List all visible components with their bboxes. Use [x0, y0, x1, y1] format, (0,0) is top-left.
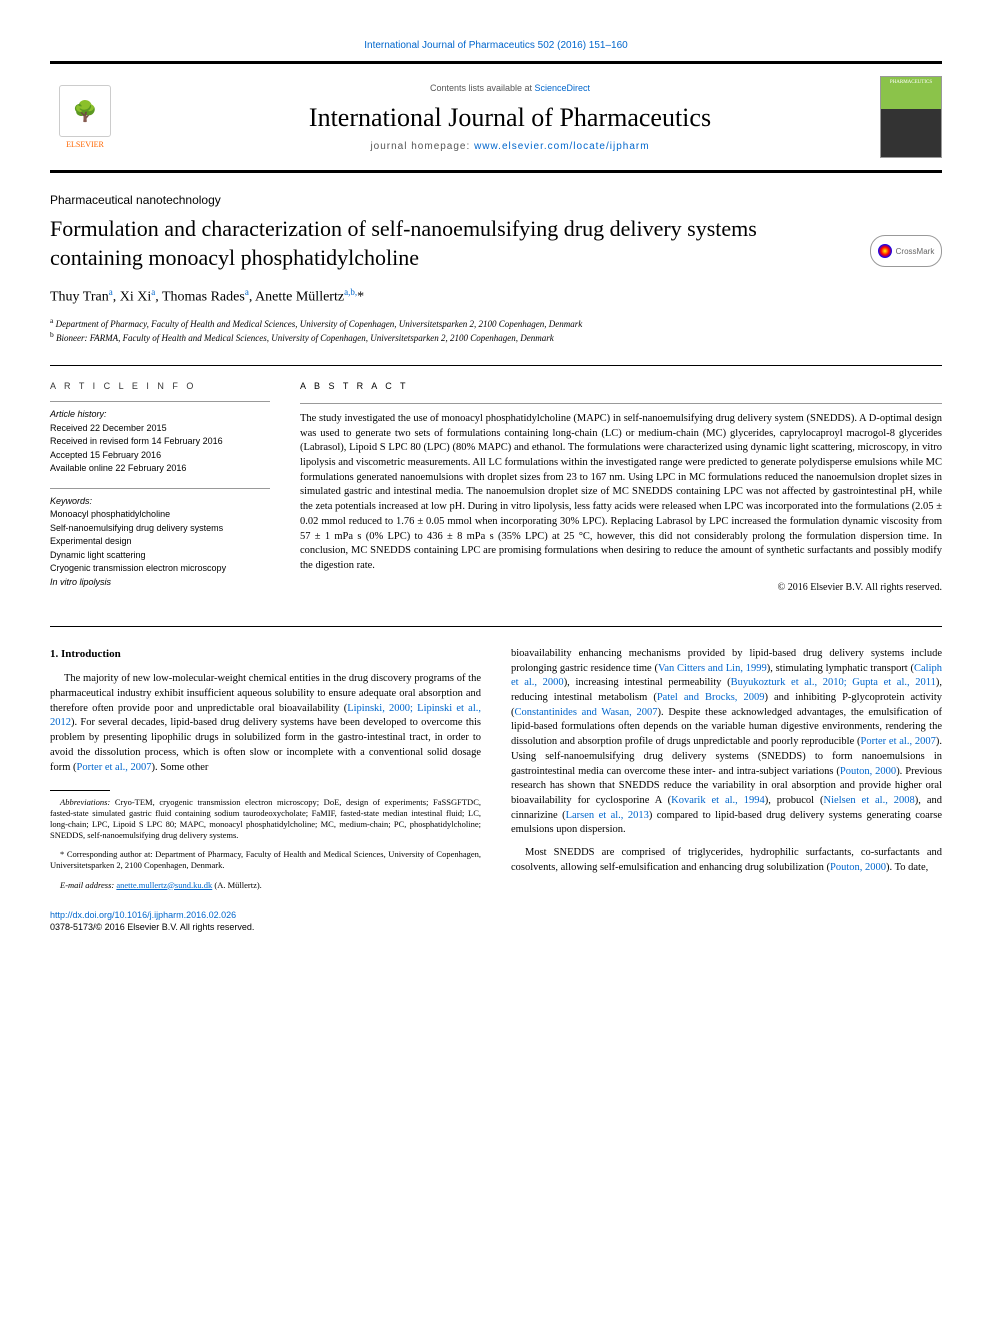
history-received: Received 22 December 2015 [50, 423, 167, 433]
footnote-divider [50, 790, 110, 791]
footnotes: Abbreviations: Cryo-TEM, cryogenic trans… [50, 797, 481, 890]
cite-nielsen[interactable]: Nielsen et al., 2008 [824, 795, 915, 806]
masthead: 🌳 ELSEVIER Contents lists available at S… [50, 61, 942, 173]
corresponding-author-footnote: * Corresponding author at: Department of… [50, 849, 481, 871]
journal-name: International Journal of Pharmaceutics [140, 103, 880, 133]
body-column-right: bioavailability enhancing mechanisms pro… [511, 647, 942, 934]
intro-paragraph-1: The majority of new low-molecular-weight… [50, 672, 481, 775]
abbreviations-footnote: Abbreviations: Cryo-TEM, cryogenic trans… [50, 797, 481, 841]
history-revised: Received in revised form 14 February 201… [50, 436, 223, 446]
article-info-column: A R T I C L E I N F O Article history: R… [50, 381, 270, 601]
authors-line: Thuy Trana, Xi Xia, Thomas Radesa, Anett… [50, 287, 942, 306]
history-online: Available online 22 February 2016 [50, 463, 186, 473]
keyword-5: In vitro lipolysis [50, 577, 111, 587]
history-accepted: Accepted 15 February 2016 [50, 450, 161, 460]
affiliation-a: a Department of Pharmacy, Faculty of Hea… [50, 316, 942, 331]
contents-prefix: Contents lists available at [430, 83, 535, 93]
keywords-block: Keywords: Monoacyl phosphatidylcholine S… [50, 488, 270, 590]
body-columns: 1. Introduction The majority of new low-… [50, 647, 942, 934]
article-title: Formulation and characterization of self… [50, 215, 830, 272]
homepage-line: journal homepage: www.elsevier.com/locat… [140, 141, 880, 152]
abstract-copyright: © 2016 Elsevier B.V. All rights reserved… [300, 582, 942, 593]
crossmark-badge[interactable]: CrossMark [870, 235, 942, 267]
cite-porter[interactable]: Porter et al., 2007 [77, 762, 152, 773]
section-divider [50, 626, 942, 627]
affiliation-b: b Bioneer: FARMA, Faculty of Health and … [50, 330, 942, 345]
elsevier-tree-icon: 🌳 [59, 85, 111, 137]
cite-pouton2[interactable]: Pouton, 2000 [830, 862, 886, 873]
keyword-0: Monoacyl phosphatidylcholine [50, 509, 170, 519]
article-info-header: A R T I C L E I N F O [50, 381, 270, 391]
intro-paragraph-3: Most SNEDDS are comprised of triglycerid… [511, 846, 942, 875]
cite-pouton[interactable]: Pouton, 2000 [840, 766, 896, 777]
cite-vancitters[interactable]: Van Citters and Lin, 1999 [658, 663, 767, 674]
abstract-column: A B S T R A C T The study investigated t… [300, 381, 942, 601]
body-column-left: 1. Introduction The majority of new low-… [50, 647, 481, 934]
keyword-3: Dynamic light scattering [50, 550, 146, 560]
elsevier-label: ELSEVIER [66, 140, 104, 149]
cite-larsen[interactable]: Larsen et al., 2013 [566, 810, 649, 821]
homepage-prefix: journal homepage: [370, 141, 474, 152]
cite-buyukozturk[interactable]: Buyukozturk et al., 2010; Gupta et al., … [731, 677, 936, 688]
sciencedirect-link[interactable]: ScienceDirect [535, 83, 591, 93]
keyword-4: Cryogenic transmission electron microsco… [50, 563, 226, 573]
doi-link[interactable]: http://dx.doi.org/10.1016/j.ijpharm.2016… [50, 910, 236, 920]
article-history-block: Article history: Received 22 December 20… [50, 401, 270, 476]
keywords-label: Keywords: [50, 496, 92, 506]
keyword-1: Self-nanoemulsifying drug delivery syste… [50, 523, 223, 533]
keyword-2: Experimental design [50, 536, 132, 546]
footer-block: http://dx.doi.org/10.1016/j.ijpharm.2016… [50, 909, 481, 934]
homepage-link[interactable]: www.elsevier.com/locate/ijpharm [474, 141, 650, 152]
cite-patel[interactable]: Patel and Brocks, 2009 [657, 692, 765, 703]
issn-copyright: 0378-5173/© 2016 Elsevier B.V. All right… [50, 922, 254, 932]
intro-heading: 1. Introduction [50, 647, 481, 662]
history-label: Article history: [50, 409, 107, 419]
journal-cover-thumbnail[interactable]: PHARMACEUTICS [880, 76, 942, 158]
cite-kovarik[interactable]: Kovarik et al., 1994 [671, 795, 765, 806]
abstract-header: A B S T R A C T [300, 381, 942, 391]
affiliations: a Department of Pharmacy, Faculty of Hea… [50, 316, 942, 345]
email-footnote: E-mail address: anette.mullertz@sund.ku.… [50, 880, 481, 891]
section-label: Pharmaceutical nanotechnology [50, 193, 942, 207]
elsevier-logo[interactable]: 🌳 ELSEVIER [50, 77, 120, 157]
journal-citation-header[interactable]: International Journal of Pharmaceutics 5… [50, 40, 942, 51]
cite-porter2[interactable]: Porter et al., 2007 [861, 736, 936, 747]
cite-constantinides[interactable]: Constantinides and Wasan, 2007 [515, 707, 658, 718]
masthead-center: Contents lists available at ScienceDirec… [140, 83, 880, 152]
contents-line: Contents lists available at ScienceDirec… [140, 83, 880, 93]
intro-paragraph-2: bioavailability enhancing mechanisms pro… [511, 647, 942, 838]
email-link[interactable]: anette.mullertz@sund.ku.dk [116, 880, 212, 890]
abstract-text: The study investigated the use of monoac… [300, 403, 942, 574]
